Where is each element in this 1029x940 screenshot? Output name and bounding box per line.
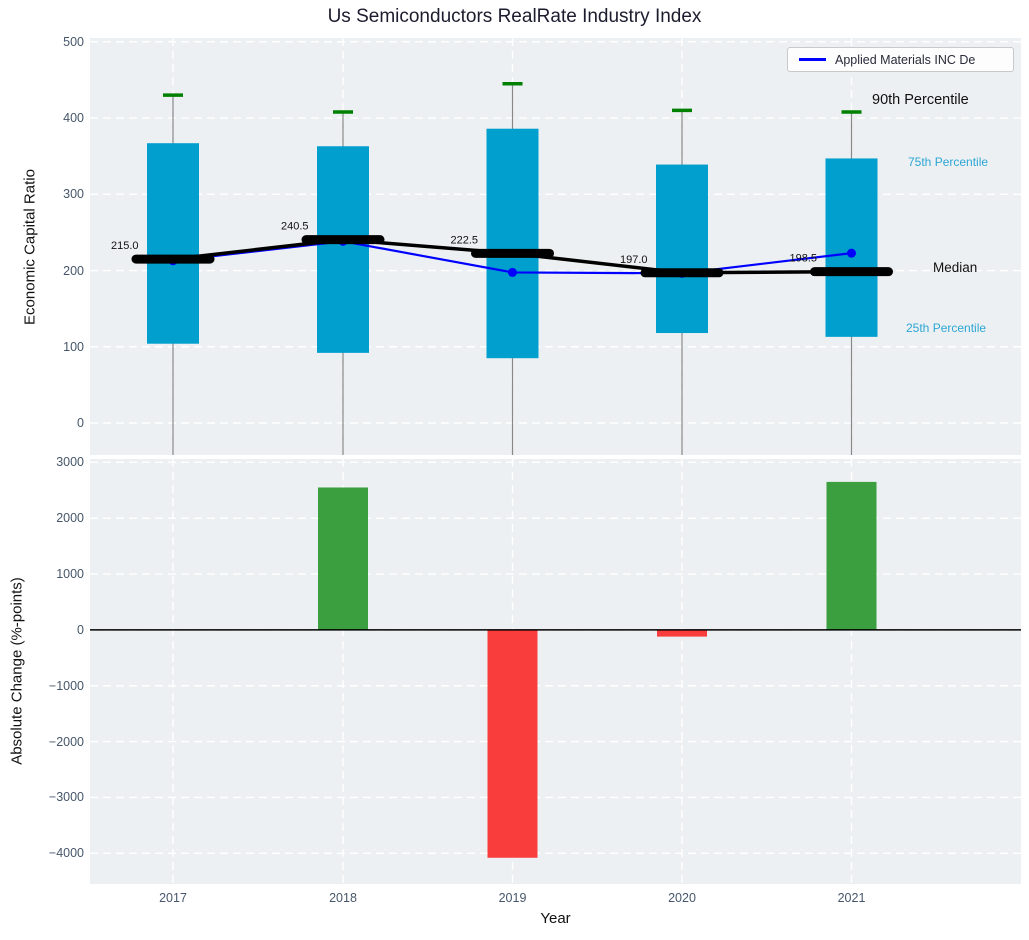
y-axis-label-bottom: Absolute Change (%-points) [8,577,26,765]
ytick-top-400: 400 [63,111,84,126]
ytick-bottom-2000: 2000 [56,511,84,526]
change-bar-2021 [826,481,877,630]
xtick-2020: 2020 [668,891,696,905]
iqr-box [317,146,369,353]
ytick-top-0: 0 [77,416,84,430]
xtick-2017: 2017 [159,891,187,905]
change-bar-2020 [657,629,707,637]
ytick-bottom--1000: −1000 [48,678,84,693]
median-value-label: 197.0 [620,254,648,266]
median-value-label: 198.5 [790,253,818,265]
ytick-top-100: 100 [63,339,84,354]
x-axis-label: Year [540,910,571,927]
annotation-25th-percentile: 25th Percentile [906,321,987,335]
ytick-bottom--3000: −3000 [48,790,84,805]
annotation-75th-percentile: 75th Percentile [908,155,989,169]
boxplot-canvas: 215.0 240.5 222.5 197.0 198.5 [90,38,1021,455]
median-value-label: 240.5 [281,221,309,233]
iqr-box [825,158,878,337]
change-bar-canvas [90,459,1021,884]
legend-line-icon [799,58,826,61]
change-bar-2019 [487,629,538,858]
chart-title: Us Semiconductors RealRate Industry Inde… [327,6,702,27]
xtick-2019: 2019 [498,891,527,905]
company-marker [847,248,856,258]
ytick-bottom--2000: −2000 [48,734,84,749]
change-bar-2018 [318,487,368,630]
median-value-label: 215.0 [111,240,139,252]
iqr-box [486,128,539,359]
change-bar-axes [90,459,1021,884]
ytick-top-200: 200 [63,263,84,278]
annotation-90th-percentile: 90th Percentile [872,92,969,108]
boxplot-axes: 215.0 240.5 222.5 197.0 198.5 [90,38,1021,455]
ytick-top-500: 500 [63,34,84,49]
xtick-2021: 2021 [837,891,866,905]
ytick-top-300: 300 [63,187,84,202]
median-value-label: 222.5 [451,234,479,246]
legend-label: Applied Materials INC De [835,52,976,67]
ytick-bottom-1000: 1000 [56,567,84,582]
ytick-bottom-0: 0 [77,622,84,637]
xtick-2018: 2018 [329,891,357,905]
ytick-bottom-3000: 3000 [56,455,84,470]
iqr-box [147,143,199,344]
ytick-bottom--4000: −4000 [48,846,84,861]
annotation-median: Median [933,260,978,275]
legend-box: Applied Materials INC De [787,47,1014,72]
iqr-box [656,164,708,334]
company-marker [508,267,517,277]
